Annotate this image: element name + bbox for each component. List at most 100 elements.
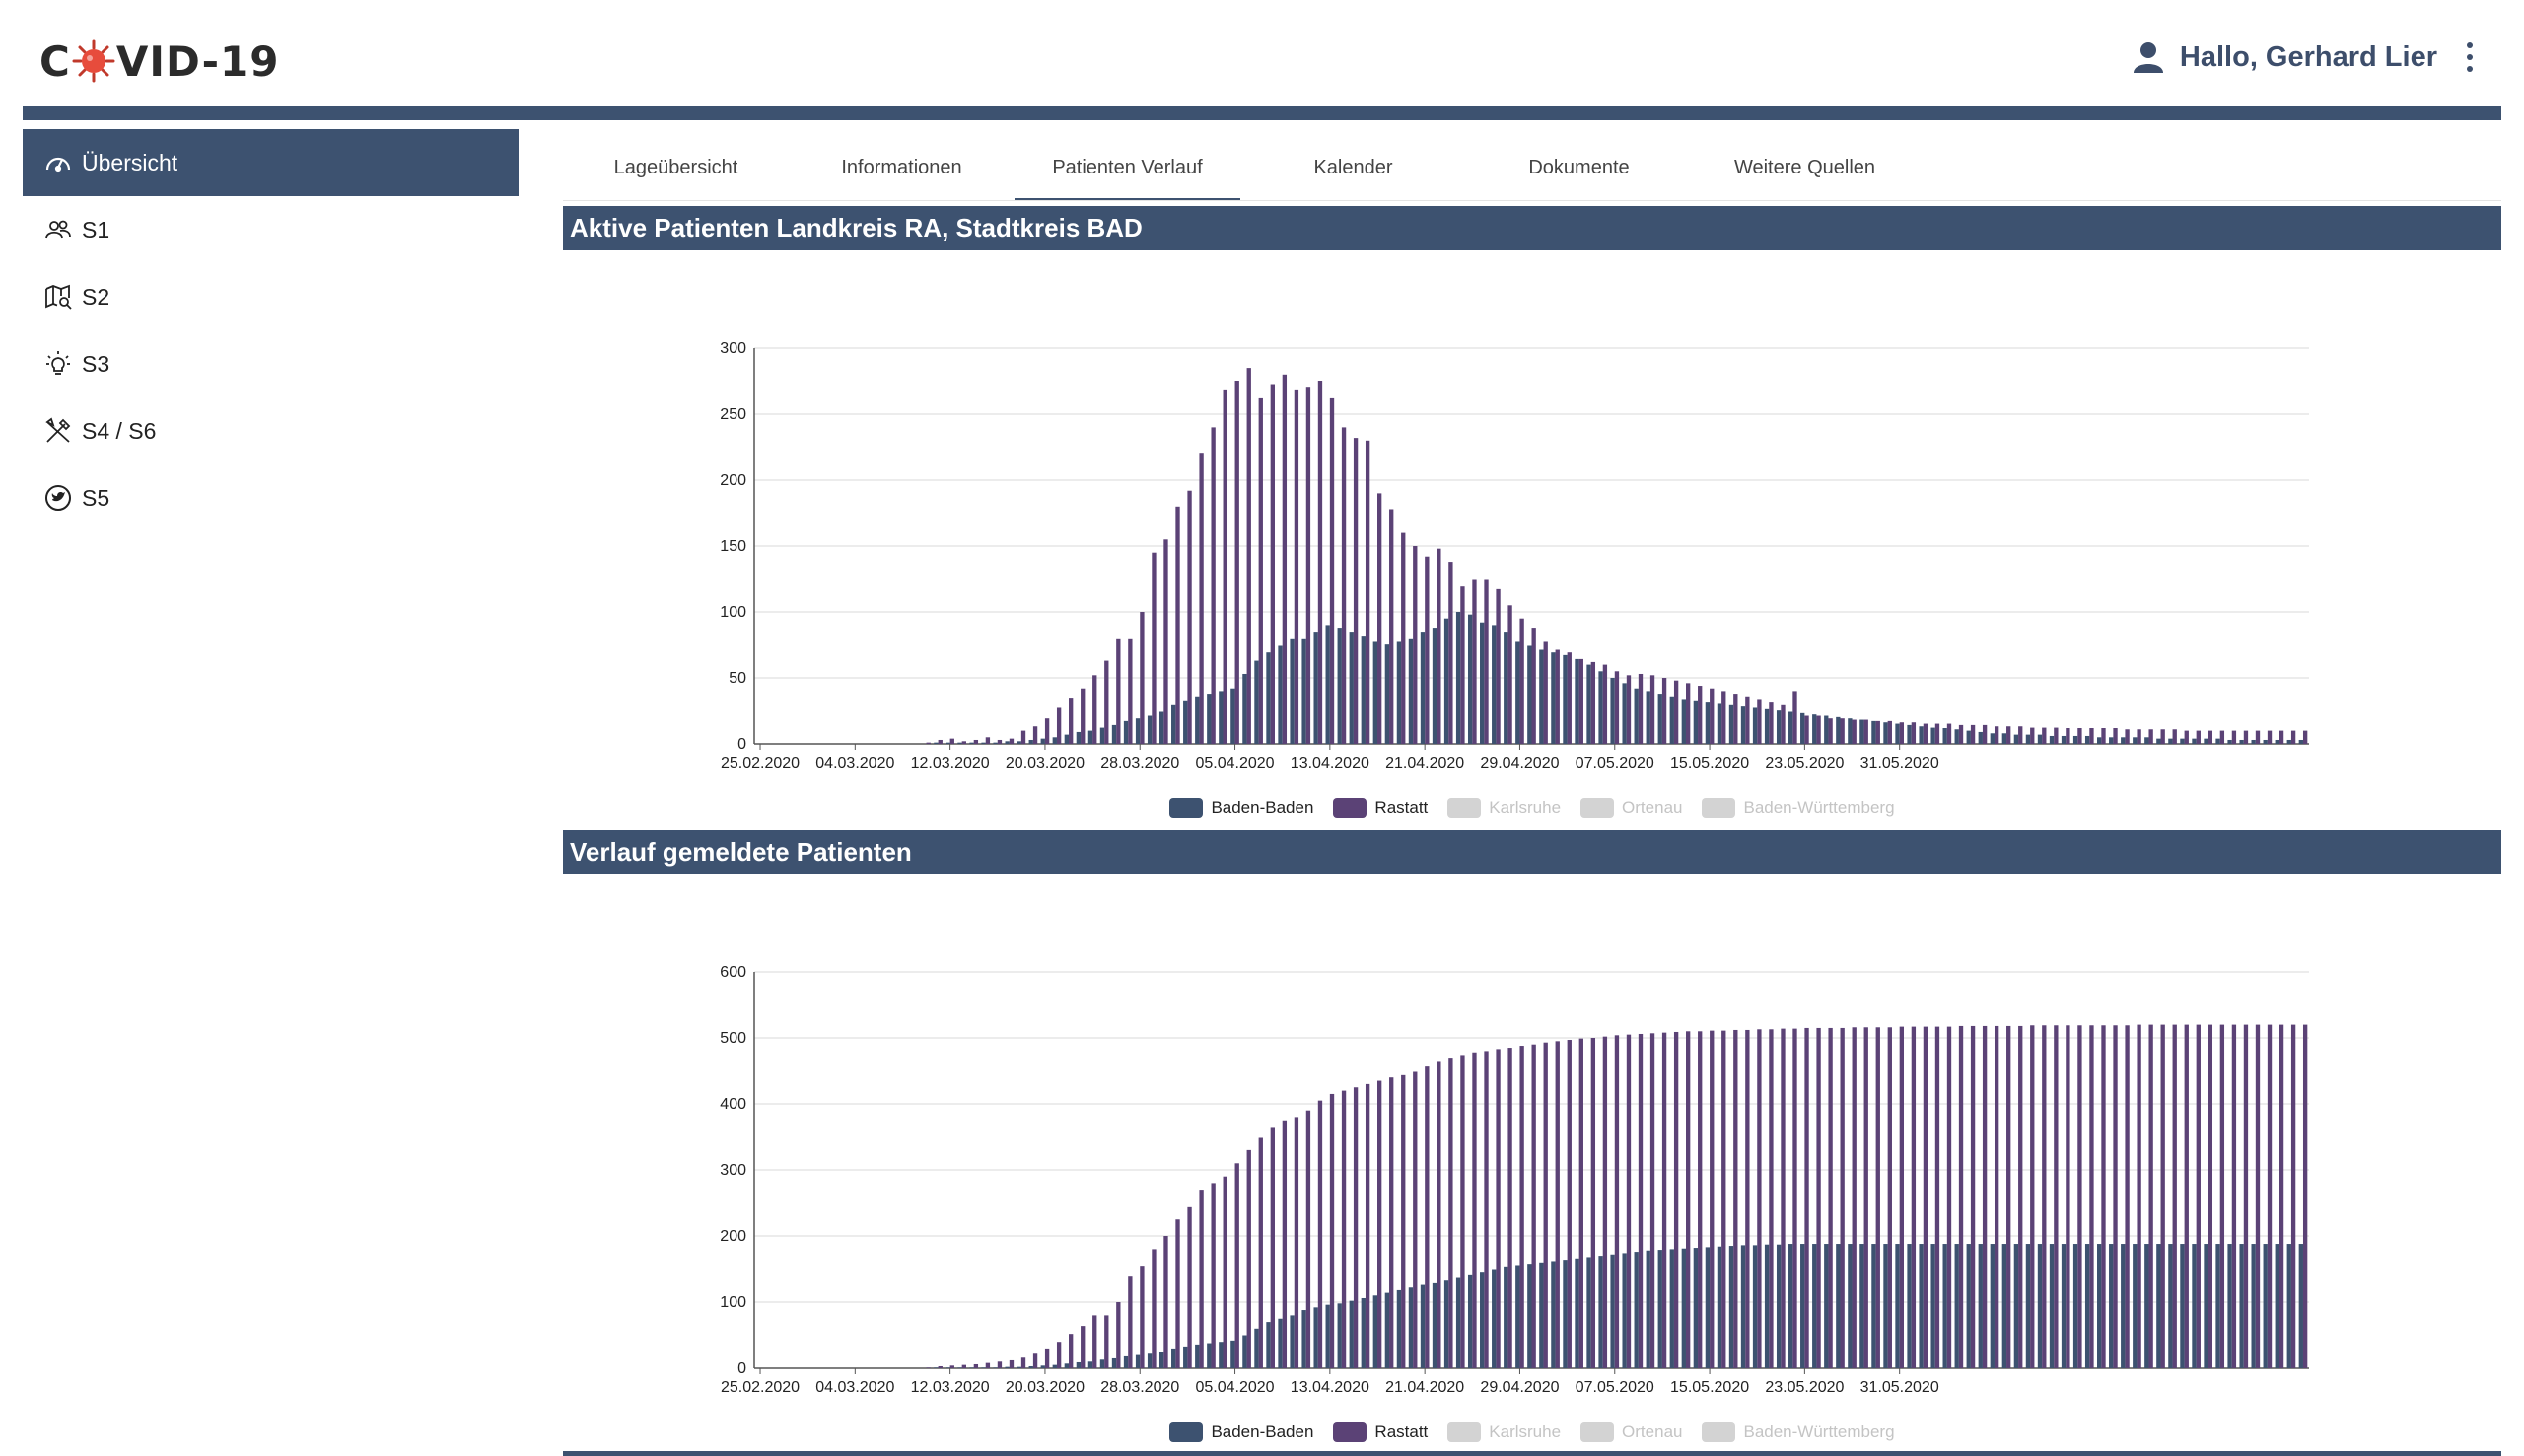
bar-rastatt[interactable] xyxy=(1792,691,1797,744)
bar-rastatt[interactable] xyxy=(2089,728,2094,744)
bar-rastatt[interactable] xyxy=(1341,1090,1347,1368)
bar-baden-baden[interactable] xyxy=(1646,1250,1650,1368)
bar-baden-baden[interactable] xyxy=(1586,1257,1591,1368)
bar-baden-baden[interactable] xyxy=(1966,730,1971,744)
bar-rastatt[interactable] xyxy=(1994,1025,1999,1368)
bar-rastatt[interactable] xyxy=(1590,1038,1596,1368)
bar-baden-baden[interactable] xyxy=(2156,1244,2161,1368)
bar-rastatt[interactable] xyxy=(1875,720,1880,744)
bar-baden-baden[interactable] xyxy=(1752,1245,1758,1368)
bar-rastatt[interactable] xyxy=(1413,546,1418,744)
bar-baden-baden[interactable] xyxy=(1752,707,1758,744)
bar-baden-baden[interactable] xyxy=(1443,618,1449,744)
bar-rastatt[interactable] xyxy=(1425,556,1430,744)
bar-rastatt[interactable] xyxy=(1460,1055,1465,1368)
bar-rastatt[interactable] xyxy=(1649,1033,1655,1368)
bar-rastatt[interactable] xyxy=(1567,1040,1572,1368)
bar-rastatt[interactable] xyxy=(1317,381,1323,745)
bar-rastatt[interactable] xyxy=(2054,1025,2059,1368)
bar-baden-baden[interactable] xyxy=(1480,622,1485,744)
bar-rastatt[interactable] xyxy=(1543,1042,1548,1368)
bar-rastatt[interactable] xyxy=(1401,532,1406,744)
bar-rastatt[interactable] xyxy=(1816,715,1821,744)
more-options-icon[interactable] xyxy=(2463,42,2477,72)
bar-baden-baden[interactable] xyxy=(1978,731,1983,744)
bar-rastatt[interactable] xyxy=(1282,374,1288,744)
bar-baden-baden[interactable] xyxy=(1990,1244,1995,1368)
bar-rastatt[interactable] xyxy=(1638,1033,1644,1368)
bar-baden-baden[interactable] xyxy=(1622,1253,1627,1368)
bar-rastatt[interactable] xyxy=(1638,673,1644,744)
bar-baden-baden[interactable] xyxy=(981,742,986,744)
bar-baden-baden[interactable] xyxy=(1978,1244,1983,1368)
bar-rastatt[interactable] xyxy=(1982,724,1988,744)
legend-item-baden-baden[interactable]: Baden-Baden xyxy=(1169,1422,1313,1442)
bar-rastatt[interactable] xyxy=(2279,730,2284,744)
bar-baden-baden[interactable] xyxy=(957,1367,962,1368)
bar-baden-baden[interactable] xyxy=(1361,1297,1366,1368)
bar-baden-baden[interactable] xyxy=(2227,739,2232,744)
bar-baden-baden[interactable] xyxy=(2109,1244,2114,1368)
bar-rastatt[interactable] xyxy=(1626,675,1632,744)
bar-rastatt[interactable] xyxy=(1804,1027,1809,1368)
bar-baden-baden[interactable] xyxy=(1598,1256,1603,1368)
bar-baden-baden[interactable] xyxy=(981,1367,986,1368)
bar-rastatt[interactable] xyxy=(1781,704,1786,744)
bar-rastatt[interactable] xyxy=(985,1362,991,1368)
bar-rastatt[interactable] xyxy=(1840,1027,1845,1368)
bar-rastatt[interactable] xyxy=(2089,1025,2094,1368)
bar-baden-baden[interactable] xyxy=(1871,720,1876,744)
legend-item-ortenau[interactable]: Ortenau xyxy=(1580,798,1682,818)
bar-rastatt[interactable] xyxy=(1128,1276,1133,1368)
bar-rastatt[interactable] xyxy=(1911,1026,1917,1368)
bar-baden-baden[interactable] xyxy=(1871,1244,1876,1368)
bar-rastatt[interactable] xyxy=(1437,548,1441,744)
user-icon[interactable] xyxy=(2131,39,2166,75)
bar-rastatt[interactable] xyxy=(2113,1025,2118,1368)
bar-rastatt[interactable] xyxy=(1602,664,1608,744)
bar-rastatt[interactable] xyxy=(1923,1026,1928,1368)
bar-baden-baden[interactable] xyxy=(1064,734,1070,744)
bar-rastatt[interactable] xyxy=(1187,490,1192,744)
bar-baden-baden[interactable] xyxy=(1087,730,1093,744)
bar-rastatt[interactable] xyxy=(1555,649,1560,744)
bar-baden-baden[interactable] xyxy=(1575,658,1579,744)
legend-item-baden-wuerttemberg[interactable]: Baden-Württemberg xyxy=(1702,798,1895,818)
bar-rastatt[interactable] xyxy=(1305,387,1311,744)
bar-rastatt[interactable] xyxy=(1769,702,1774,744)
tab-kalender[interactable]: Kalender xyxy=(1313,157,1393,178)
bar-rastatt[interactable] xyxy=(1567,652,1572,744)
bar-baden-baden[interactable] xyxy=(1824,1244,1829,1368)
bar-baden-baden[interactable] xyxy=(2263,739,2268,744)
bar-baden-baden[interactable] xyxy=(2251,1244,2256,1368)
bar-baden-baden[interactable] xyxy=(1919,726,1924,744)
bar-baden-baden[interactable] xyxy=(1195,1344,1200,1368)
bar-baden-baden[interactable] xyxy=(1527,1264,1532,1368)
bar-rastatt[interactable] xyxy=(1970,1025,1976,1368)
bar-baden-baden[interactable] xyxy=(2192,738,2197,744)
bar-baden-baden[interactable] xyxy=(1372,1295,1377,1368)
bar-baden-baden[interactable] xyxy=(1111,724,1117,744)
legend-item-karlsruhe[interactable]: Karlsruhe xyxy=(1447,1422,1561,1442)
bar-rastatt[interactable] xyxy=(1757,699,1762,744)
bar-rastatt[interactable] xyxy=(2148,729,2153,744)
bar-rastatt[interactable] xyxy=(1460,586,1465,744)
bar-rastatt[interactable] xyxy=(2030,727,2035,744)
bar-baden-baden[interactable] xyxy=(2013,734,2019,744)
bar-baden-baden[interactable] xyxy=(1764,1244,1770,1368)
bar-baden-baden[interactable] xyxy=(1693,1248,1699,1368)
bar-baden-baden[interactable] xyxy=(1028,1365,1033,1368)
bar-rastatt[interactable] xyxy=(1282,1120,1288,1368)
bar-rastatt[interactable] xyxy=(1472,579,1477,745)
bar-baden-baden[interactable] xyxy=(2204,738,2208,744)
bar-baden-baden[interactable] xyxy=(2049,735,2055,744)
bar-baden-baden[interactable] xyxy=(2001,1244,2007,1368)
bar-rastatt[interactable] xyxy=(1294,389,1299,744)
bar-baden-baden[interactable] xyxy=(2215,1244,2220,1368)
bar-rastatt[interactable] xyxy=(1092,675,1097,744)
bar-rastatt[interactable] xyxy=(1056,1342,1062,1368)
bar-rastatt[interactable] xyxy=(1104,660,1109,744)
bar-rastatt[interactable] xyxy=(2101,1025,2106,1368)
bar-rastatt[interactable] xyxy=(2255,730,2261,744)
bar-baden-baden[interactable] xyxy=(1111,1357,1117,1368)
